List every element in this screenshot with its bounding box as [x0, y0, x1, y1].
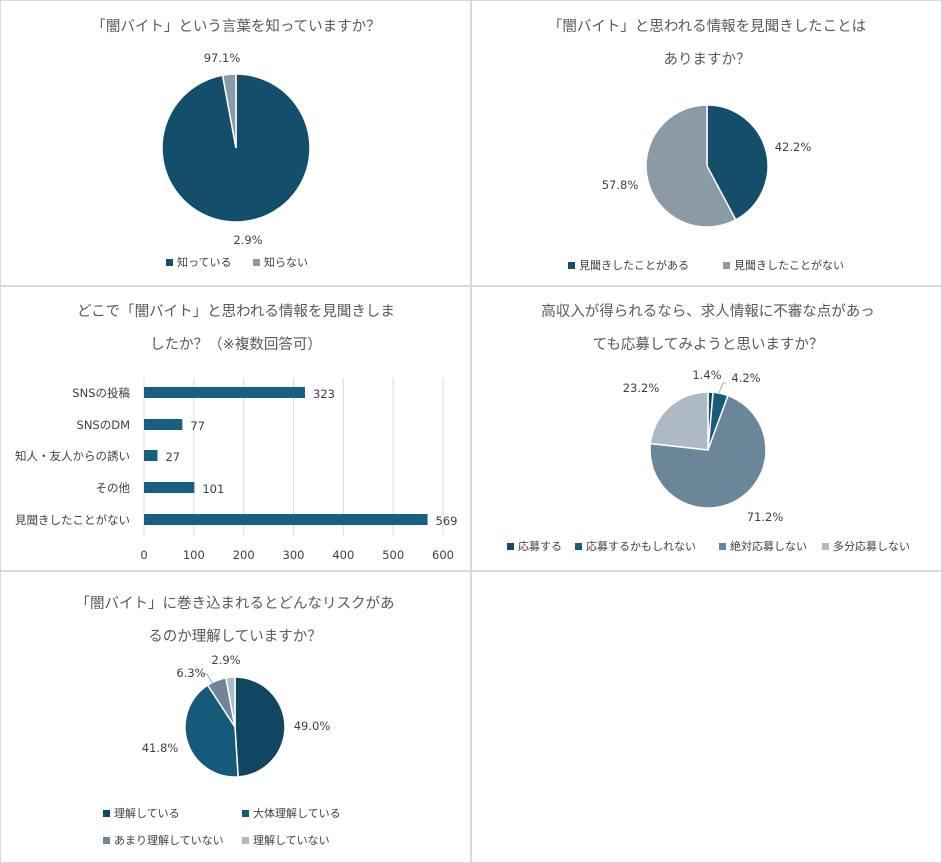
pie-slice [645, 104, 737, 228]
legend-swatch [575, 543, 582, 550]
chart-title: ても応募してみようと思いますか？ [593, 336, 824, 353]
legend-swatch [166, 259, 173, 266]
chart-title: 「闇バイト」という言葉を知っていますか？ [91, 18, 380, 35]
chart-title: したか？（※複数回答可） [150, 336, 322, 353]
data-label: 49.0% [294, 719, 331, 733]
legend-swatch [568, 262, 575, 269]
legend-swatch [723, 262, 730, 269]
legend-label: あまり理解していない [114, 833, 224, 847]
x-tick-label: 600 [432, 548, 454, 562]
data-label: 57.8% [602, 178, 639, 192]
legend-label: 絶対応募しない [730, 539, 807, 553]
legend-swatch [242, 837, 249, 844]
legend-label: 理解していない [253, 833, 330, 847]
chart-title: ありますか？ [664, 51, 751, 68]
legend-swatch [242, 810, 249, 817]
legend-swatch [103, 837, 110, 844]
x-tick-label: 400 [332, 548, 354, 562]
data-label: 71.2% [747, 510, 784, 524]
x-tick-label: 300 [283, 548, 305, 562]
legend-label: 知らない [264, 255, 308, 269]
legend-label: 見聞きしたことがある [579, 258, 689, 272]
legend-swatch [103, 810, 110, 817]
legend-swatch [822, 543, 829, 550]
legend-label: 大体理解している [253, 806, 341, 820]
bar [144, 450, 158, 461]
data-label: 6.3% [176, 666, 205, 680]
bar [144, 482, 195, 493]
category-label: 知人・友人からの誘い [15, 449, 130, 463]
data-label: 4.2% [731, 371, 760, 385]
bar [144, 419, 183, 430]
data-label: 23.2% [623, 381, 660, 395]
leader-line [200, 673, 214, 685]
category-label: SNSのDM [77, 418, 130, 432]
x-tick-label: 0 [140, 548, 147, 562]
legend-label: 理解している [114, 806, 180, 820]
leader-line [718, 382, 726, 394]
category-label: 見聞きしたことがない [15, 513, 130, 527]
legend-label: 見聞きしたことがない [734, 258, 844, 272]
data-label: 41.8% [142, 741, 179, 755]
data-label: 97.1% [204, 51, 241, 65]
x-tick-label: 200 [233, 548, 255, 562]
pie-slice [225, 676, 236, 728]
data-label: 2.9% [233, 233, 262, 247]
bar [144, 514, 428, 525]
chart-title: 「闇バイト」に巻き込まれるとどんなリスクがあ [76, 595, 395, 612]
data-label: 42.2% [775, 140, 812, 154]
value-label: 27 [165, 450, 180, 464]
chart-title: るのか理解していますか？ [148, 628, 322, 645]
legend-label: 応募するかもしれない [586, 539, 696, 553]
data-label: 1.4% [692, 368, 721, 382]
pie-slice [649, 394, 767, 509]
empty-panel [472, 572, 941, 862]
bar [144, 387, 305, 398]
category-label: SNSの投稿 [72, 386, 130, 400]
category-label: その他 [96, 481, 131, 495]
pie-slice [184, 684, 239, 778]
legend-label: 知っている [177, 255, 231, 269]
legend-swatch [253, 259, 260, 266]
legend-swatch [507, 543, 514, 550]
value-label: 569 [436, 514, 458, 528]
value-label: 101 [202, 482, 224, 496]
pie-slice [221, 73, 237, 149]
chart-title: どこで「闇バイト」と思われる情報を見聞きしま [77, 303, 395, 320]
pie-slice [706, 104, 769, 221]
legend-label: 多分応募しない [833, 539, 910, 553]
legend-label: 応募する [518, 539, 562, 553]
pie-slice [234, 676, 286, 778]
legend-swatch [719, 543, 726, 550]
pie-slice [649, 391, 709, 451]
value-label: 77 [190, 419, 205, 433]
data-label: 2.9% [211, 653, 240, 667]
x-tick-label: 100 [183, 548, 205, 562]
x-tick-label: 500 [382, 548, 404, 562]
chart-title: 「闇バイト」と思われる情報を見聞きしたことは [548, 18, 866, 35]
chart-title: 高収入が得られるなら、求人情報に不審な点があっ [541, 303, 875, 320]
value-label: 323 [313, 387, 335, 401]
